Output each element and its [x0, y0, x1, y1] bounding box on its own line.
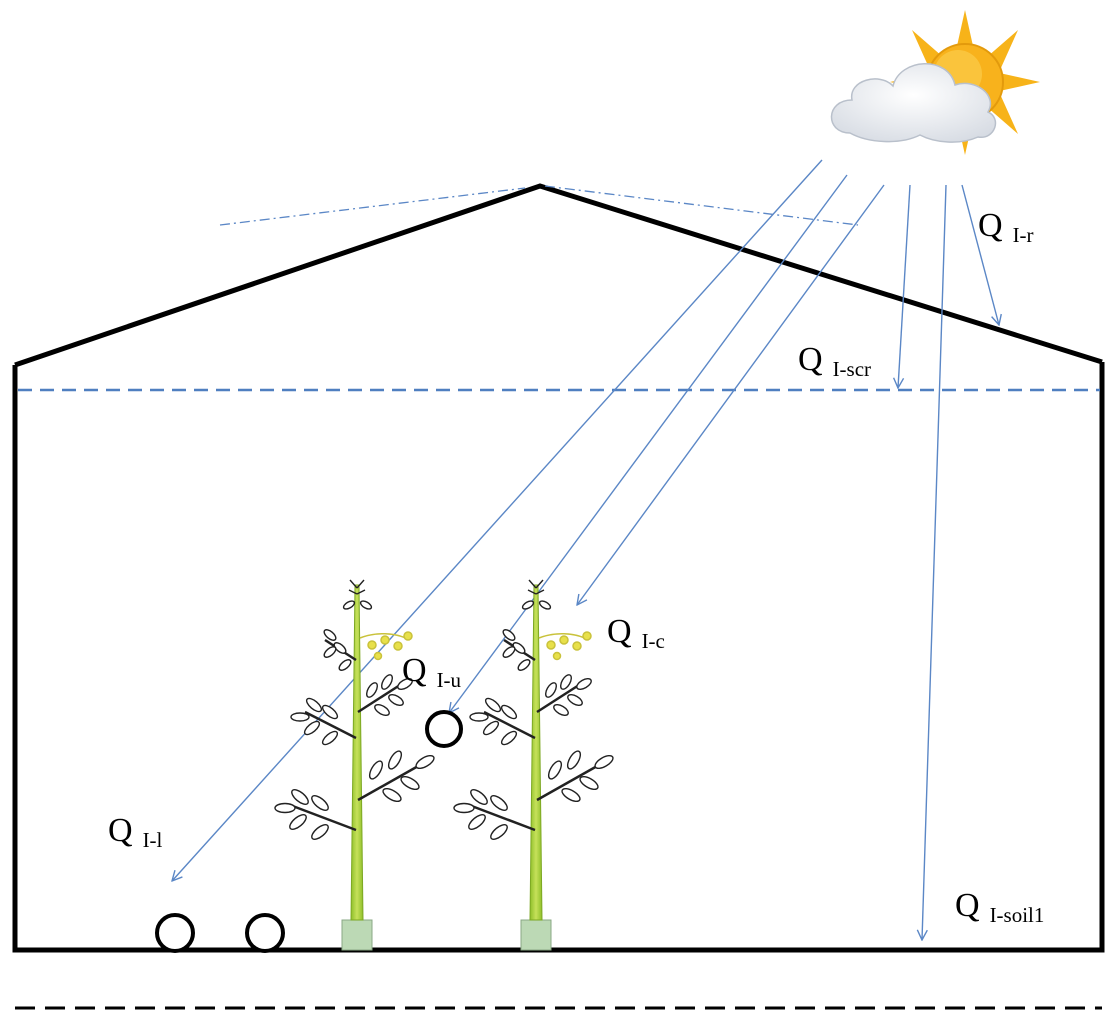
- radiation-arrow-roof: [961, 184, 999, 325]
- label-q-i-u-sub: I-u: [437, 668, 462, 692]
- flower-truss-right: [538, 631, 592, 661]
- label-q-i-soil1-main: Q: [955, 887, 980, 924]
- label-q-i-soil1-sub: I-soil1: [990, 903, 1045, 927]
- radiation-arrow-soil: [922, 184, 947, 940]
- label-q-i-u-main: Q: [402, 652, 427, 689]
- radiation-arrow-screen: [898, 184, 911, 388]
- label-q-i-r-main: Q: [978, 207, 1003, 244]
- label-q-i-l-sub: I-l: [143, 828, 163, 852]
- radiation-arrow-lower-pipe: [172, 159, 823, 881]
- label-q-i-soil1: Q I-soil1: [955, 887, 1044, 927]
- label-q-i-l-main: Q: [108, 812, 133, 849]
- label-q-i-c-sub: I-c: [642, 629, 665, 653]
- cloud-icon: [830, 63, 997, 143]
- label-q-i-r: Q I-r: [978, 207, 1034, 247]
- greenhouse-roof: [14, 183, 1103, 368]
- plant-pot-left: [341, 919, 373, 951]
- label-q-i-r-sub: I-r: [1013, 223, 1034, 247]
- label-q-i-c: Q I-c: [607, 613, 665, 653]
- greenhouse-walls: [12, 362, 1105, 953]
- label-q-i-scr-sub: I-scr: [833, 357, 871, 381]
- tomato-plant-left: [274, 579, 435, 951]
- heating-pipe-upper: [425, 710, 463, 748]
- label-q-i-scr-main: Q: [798, 341, 823, 378]
- label-q-i-u: Q I-u: [402, 652, 462, 692]
- heating-pipe-lower-1: [155, 913, 195, 953]
- roof-reference-line-right: [544, 185, 859, 226]
- tomato-plant-right: [453, 579, 614, 951]
- label-q-i-c-main: Q: [607, 613, 632, 650]
- label-q-i-scr: Q I-scr: [798, 341, 871, 381]
- radiation-arrow-canopy: [577, 184, 885, 605]
- label-q-i-l: Q I-l: [108, 812, 163, 852]
- heating-pipe-lower-2: [245, 913, 285, 953]
- radiation-arrow-upper-pipe: [449, 174, 848, 713]
- flower-truss-left: [359, 631, 413, 661]
- plant-pot-right: [520, 919, 552, 951]
